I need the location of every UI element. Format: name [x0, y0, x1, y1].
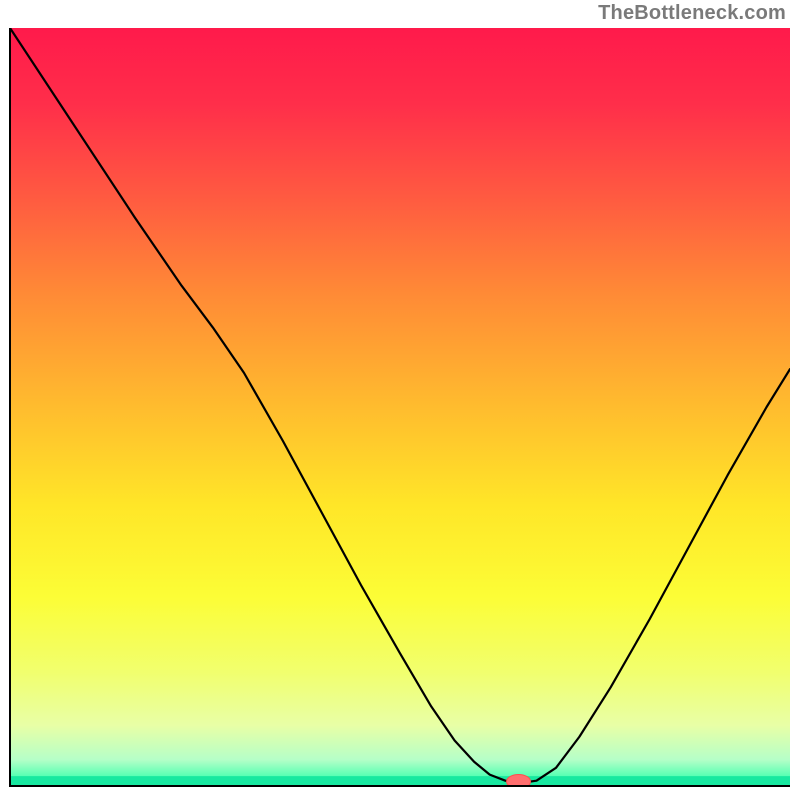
gradient-background: [10, 28, 790, 786]
bottom-accent-bar: [10, 776, 790, 786]
bottleneck-chart: [0, 0, 800, 800]
chart-container: TheBottleneck.com: [0, 0, 800, 800]
plot-area: [10, 28, 790, 788]
watermark-text: TheBottleneck.com: [598, 2, 786, 25]
